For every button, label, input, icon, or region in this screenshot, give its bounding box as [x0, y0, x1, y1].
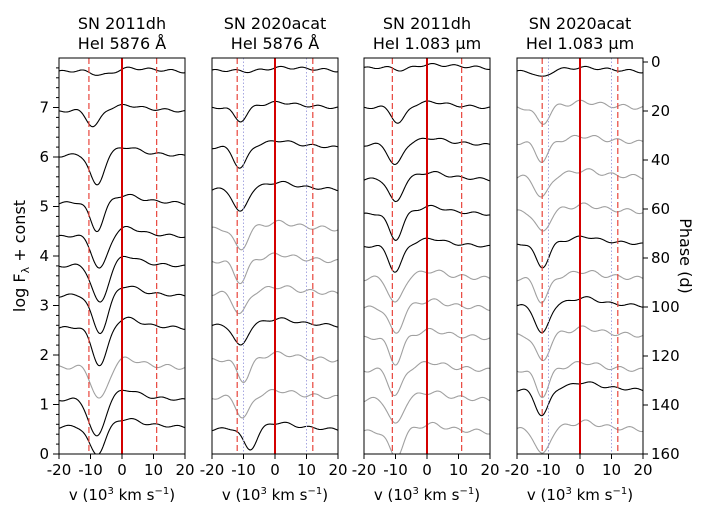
x-tick-label: 10: [602, 461, 621, 479]
phase-tick-label: 60: [651, 200, 670, 218]
phase-tick-label: 120: [651, 347, 680, 365]
y-tick-label: 3: [39, 297, 49, 315]
x-tick-label: 0: [117, 461, 127, 479]
y-tick-label: 2: [39, 346, 49, 364]
x-tick-label: 20: [633, 461, 652, 479]
x-tick-label: -20: [352, 461, 377, 479]
panel-title-line2: HeI 5876 Å: [78, 34, 166, 53]
phase-tick-label: 40: [651, 151, 670, 169]
panel-plot-area: [59, 58, 185, 454]
x-axis-label: v (103 km s−1): [527, 486, 633, 504]
phase-tick-label: 20: [651, 102, 670, 120]
x-tick-label: 20: [175, 461, 194, 479]
x-tick-label: -20: [47, 461, 72, 479]
y-tick-label: 5: [39, 198, 49, 216]
x-tick-label: -20: [200, 461, 225, 479]
x-tick-label: 10: [449, 461, 468, 479]
y-axis-label: log Fλ + const: [10, 200, 32, 312]
phase-tick-label: 0: [651, 53, 661, 71]
y-tick-label: 4: [39, 247, 49, 265]
panel-title-line2: HeI 1.083 µm: [526, 34, 634, 53]
x-tick-label: 20: [328, 461, 347, 479]
panel-title-line1: SN 2011dh: [78, 14, 166, 33]
x-tick-label: 10: [297, 461, 316, 479]
panel-title-line2: HeI 5876 Å: [231, 34, 319, 53]
y-tick-label: 7: [39, 99, 49, 117]
phase-tick-label: 80: [651, 249, 670, 267]
phase-tick-label: 140: [651, 396, 680, 414]
left-y-axis: 0 1 2 3 4 5 6 7: [39, 67, 59, 463]
y-tick-label: 1: [39, 396, 49, 414]
panel-plot-area: [364, 58, 490, 454]
x-tick-label: -10: [383, 461, 408, 479]
x-tick-label: 0: [422, 461, 432, 479]
panel-title-line2: HeI 1.083 µm: [373, 34, 481, 53]
phase-tick-label: 100: [651, 298, 680, 316]
y-tick-label: 0: [39, 445, 49, 463]
panel-title-line1: SN 2020acat: [224, 14, 327, 33]
x-axis-label: v (103 km s−1): [374, 486, 480, 504]
phase-axis-label: Phase (d): [676, 218, 695, 294]
panel-plot-area: [212, 58, 338, 454]
x-tick-label: -10: [78, 461, 103, 479]
y-tick-label: 6: [39, 148, 49, 166]
x-tick-label: 0: [270, 461, 280, 479]
x-tick-label: -10: [536, 461, 561, 479]
x-tick-label: 10: [144, 461, 163, 479]
x-tick-label: -10: [231, 461, 256, 479]
x-axis-label: v (103 km s−1): [222, 486, 328, 504]
panel-plot-area: [517, 58, 643, 454]
right-phase-axis: 0 20 40 60 80 100 120 140 160: [643, 53, 680, 463]
x-axis-label: v (103 km s−1): [69, 486, 175, 504]
panel-title-line1: SN 2020acat: [529, 14, 632, 33]
x-tick-label: 20: [480, 461, 499, 479]
phase-tick-label: 160: [651, 445, 680, 463]
x-tick-label: 0: [575, 461, 585, 479]
x-tick-label: -20: [505, 461, 530, 479]
panel-title-line1: SN 2011dh: [383, 14, 471, 33]
